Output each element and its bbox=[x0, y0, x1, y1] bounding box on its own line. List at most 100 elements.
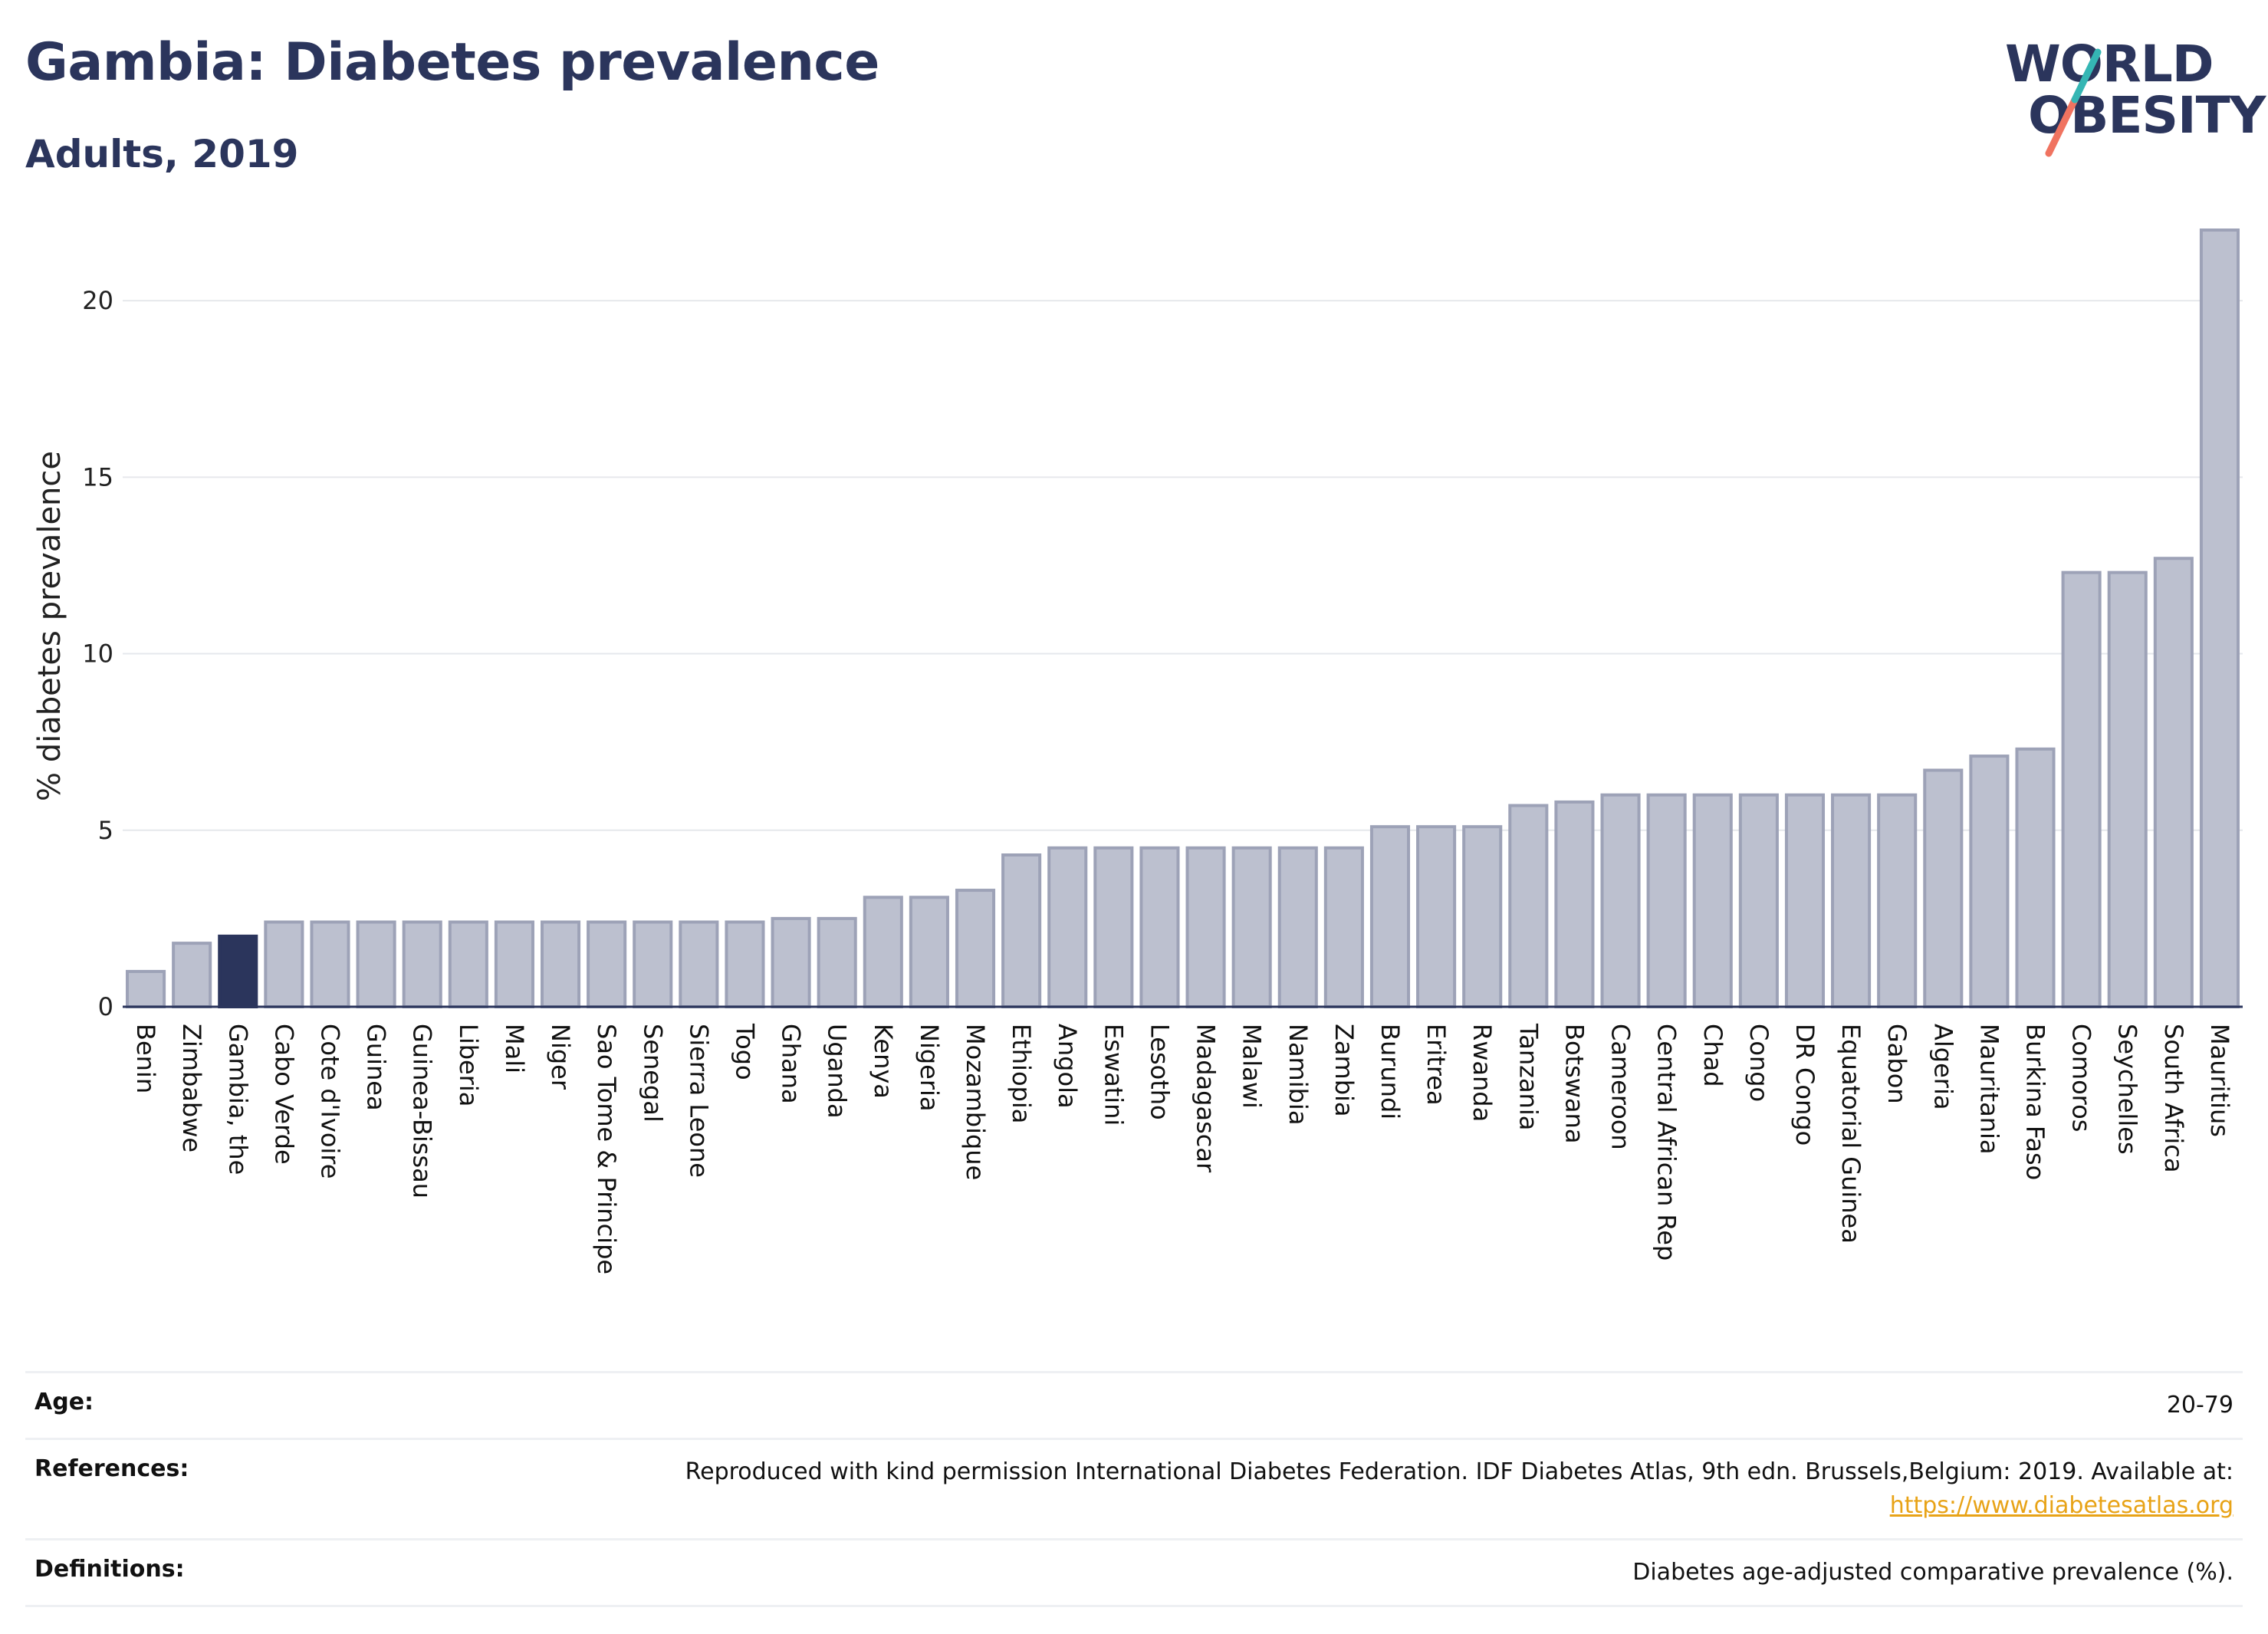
bar-seychelles bbox=[2107, 570, 2148, 1008]
x-tick-label: Cameroon bbox=[1606, 1024, 1635, 1150]
bar-guinea-bissau bbox=[402, 920, 442, 1009]
x-tick-label: Guinea-Bissau bbox=[408, 1024, 437, 1198]
x-tick-label: Eswatini bbox=[1099, 1024, 1128, 1126]
x-tick-label: Madagascar bbox=[1192, 1024, 1221, 1173]
x-tick-label: Congo bbox=[1744, 1024, 1773, 1102]
x-tick-label: Seychelles bbox=[2113, 1024, 2142, 1155]
bar-lesotho bbox=[1139, 846, 1180, 1008]
bar-mauritius bbox=[2199, 228, 2240, 1008]
bar-zimbabwe bbox=[172, 942, 212, 1008]
x-tick-label: Gambia, the bbox=[223, 1024, 252, 1175]
bar-central-african-rep bbox=[1646, 793, 1687, 1009]
x-tick-label: Sierra Leone bbox=[684, 1024, 713, 1178]
bar-congo bbox=[1738, 793, 1779, 1009]
x-tick-label: Burundi bbox=[1376, 1024, 1405, 1119]
bar-ethiopia bbox=[1001, 853, 1042, 1008]
bar-dr-congo bbox=[1784, 793, 1826, 1009]
bar-sierra-leone bbox=[679, 920, 719, 1009]
bar-chad bbox=[1692, 793, 1733, 1009]
info-label: References: bbox=[35, 1455, 189, 1482]
x-tick-label: Mauritania bbox=[1974, 1024, 2003, 1154]
x-tick-label: Ethiopia bbox=[1007, 1024, 1036, 1123]
x-tick-label: Guinea bbox=[362, 1024, 391, 1111]
x-tick-label: Tanzania bbox=[1514, 1023, 1543, 1130]
x-tick-label: Uganda bbox=[823, 1024, 852, 1119]
y-tick-label: 20 bbox=[82, 286, 113, 315]
references-link[interactable]: https://www.diabetesatlas.org bbox=[1889, 1492, 2233, 1519]
x-tick-label: Ghana bbox=[777, 1024, 806, 1104]
bar-cabo-verde bbox=[264, 920, 304, 1009]
y-axis-title: % diabetes prevalence bbox=[32, 451, 67, 801]
x-tick-label: Senegal bbox=[638, 1024, 667, 1123]
x-tick-label: Mali bbox=[500, 1024, 529, 1073]
world-obesity-logo: WORLD OBESITY bbox=[1994, 23, 2266, 165]
info-label: Age: bbox=[35, 1389, 94, 1415]
x-tick-label: Chad bbox=[1698, 1024, 1727, 1087]
x-tick-label: Mauritius bbox=[2205, 1024, 2234, 1137]
x-tick-label: Comoros bbox=[2067, 1024, 2096, 1132]
bar-eritrea bbox=[1416, 825, 1457, 1009]
bar-algeria bbox=[1923, 768, 1964, 1009]
bar-ghana bbox=[771, 916, 811, 1008]
bar-equatorial-guinea bbox=[1831, 793, 1872, 1009]
bar-zambia bbox=[1323, 846, 1364, 1008]
bar-sao-tome-principe bbox=[587, 920, 627, 1009]
x-tick-label: Benin bbox=[131, 1024, 160, 1093]
bar-cameroon bbox=[1600, 793, 1641, 1009]
x-tick-label: Rwanda bbox=[1468, 1024, 1497, 1122]
bar-chart: 0 5 10 15 20 % diabetes prevalence Benin Zimbab… bbox=[32, 228, 2243, 1274]
x-tick-label: Liberia bbox=[454, 1024, 483, 1106]
x-tick-label: Lesotho bbox=[1145, 1024, 1174, 1120]
info-table: Age: 20-79 References: Reproduced with k… bbox=[25, 1371, 2243, 1607]
bar-niger bbox=[540, 920, 581, 1009]
bar-madagascar bbox=[1185, 846, 1226, 1008]
references-text: Reproduced with kind permission Internat… bbox=[685, 1458, 2233, 1485]
info-row-references: References: Reproduced with kind permiss… bbox=[25, 1440, 2243, 1540]
info-value: 20-79 bbox=[2166, 1392, 2233, 1419]
y-tick-label: 0 bbox=[98, 992, 113, 1021]
x-tick-label: Kenya bbox=[869, 1024, 898, 1099]
bar-mauritania bbox=[1969, 755, 2010, 1008]
x-tick-label: Zambia bbox=[1330, 1024, 1359, 1117]
bar-malawi bbox=[1231, 846, 1272, 1008]
bar-eswatini bbox=[1093, 846, 1134, 1008]
bar-south-africa bbox=[2153, 557, 2194, 1008]
bar-mali bbox=[494, 920, 534, 1009]
bar-cote-d-ivoire bbox=[310, 920, 350, 1009]
x-tick-label: Eritrea bbox=[1422, 1024, 1451, 1106]
bar-guinea bbox=[356, 920, 396, 1009]
bar-burkina-faso bbox=[2015, 747, 2056, 1008]
x-tick-label: Togo bbox=[730, 1023, 759, 1080]
info-value: Diabetes age-adjusted comparative preval… bbox=[1632, 1559, 2233, 1586]
info-value: Reproduced with kind permission Internat… bbox=[685, 1455, 2233, 1523]
x-tick-label: Mozambique bbox=[961, 1024, 990, 1180]
x-tick-label: South Africa bbox=[2159, 1024, 2188, 1172]
bar-liberia bbox=[448, 920, 488, 1009]
x-tick-label: DR Congo bbox=[1790, 1024, 1819, 1146]
chart-title: Gambia: Diabetes prevalence bbox=[25, 32, 879, 93]
x-tick-label: Sao Tome & Principe bbox=[592, 1024, 621, 1274]
x-tick-label: Botswana bbox=[1560, 1024, 1589, 1143]
logo-line-1: WORLD bbox=[2005, 35, 2214, 94]
x-tick-label: Algeria bbox=[1928, 1024, 1957, 1110]
info-row-age: Age: 20-79 bbox=[25, 1373, 2243, 1440]
info-label: Definitions: bbox=[35, 1556, 185, 1583]
bar-senegal bbox=[633, 920, 673, 1009]
x-tick-label: Angola bbox=[1053, 1024, 1082, 1109]
x-tick-label: Zimbabwe bbox=[177, 1024, 206, 1152]
bar-tanzania bbox=[1508, 804, 1549, 1008]
y-tick-label: 10 bbox=[82, 639, 113, 669]
x-tick-label: Malawi bbox=[1238, 1024, 1267, 1109]
y-tick-label: 5 bbox=[98, 816, 113, 845]
x-tick-label: Central African Rep bbox=[1652, 1024, 1681, 1261]
x-tick-label: Namibia bbox=[1284, 1024, 1313, 1125]
logo-slash-icon bbox=[2045, 48, 2102, 157]
y-tick-label: 15 bbox=[82, 462, 113, 492]
x-tick-label: Nigeria bbox=[915, 1024, 944, 1111]
bar-namibia bbox=[1277, 846, 1318, 1008]
x-tick-label: Cote d'Ivoire bbox=[315, 1024, 344, 1179]
bar-angola bbox=[1047, 846, 1088, 1008]
x-tick-label: Gabon bbox=[1882, 1024, 1911, 1104]
x-tick-label: Niger bbox=[546, 1024, 575, 1090]
bar-kenya bbox=[863, 896, 903, 1008]
